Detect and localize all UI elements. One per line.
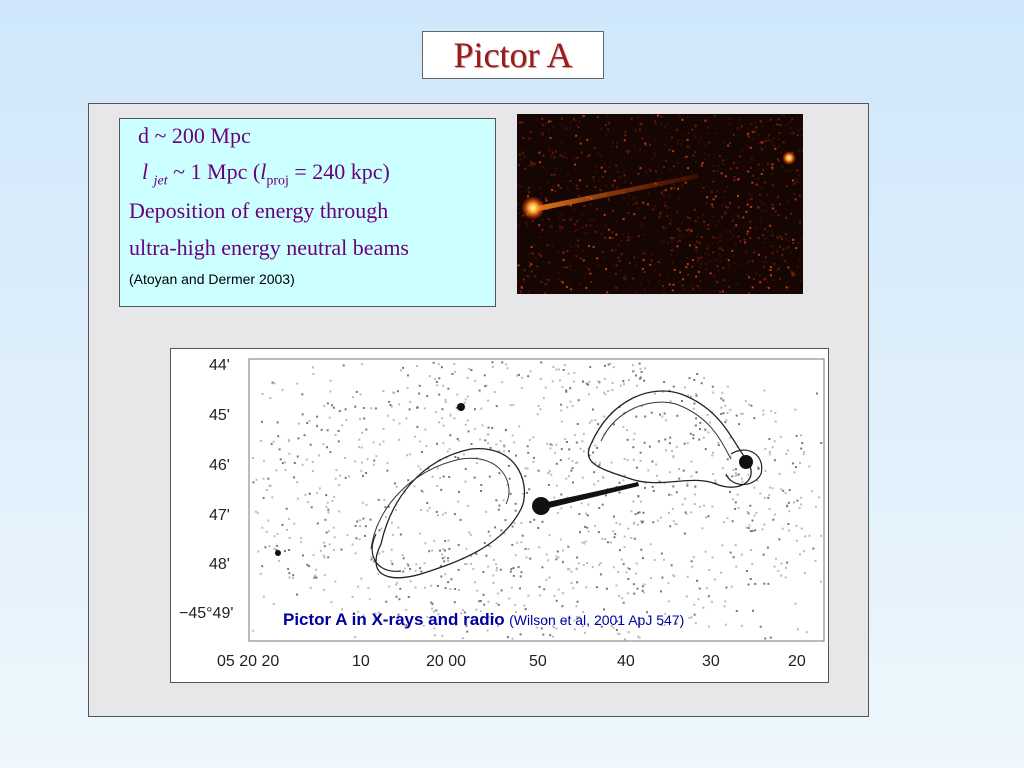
beams-line: ultra-high energy neutral beams	[129, 235, 409, 260]
jet-length-line: l jet ~ 1 Mpc (lproj = 240 kpc)	[142, 159, 390, 189]
y-tick-label: 47'	[209, 507, 230, 524]
figure-caption: Pictor A in X-rays and radio (Wilson et …	[283, 610, 684, 630]
citation: (Atoyan and Dermer 2003)	[129, 271, 295, 287]
x-tick-label: 50	[529, 653, 547, 670]
x-tick-label: 05 20 20	[217, 653, 280, 670]
jet-length-text: ~ 1 Mpc (	[167, 159, 261, 184]
x-tick-label: 30	[702, 653, 720, 670]
y-tick-label: 46'	[209, 457, 230, 474]
proj-length-text: = 240 kpc)	[288, 159, 390, 184]
y-tick-label: −45°49'	[179, 605, 234, 622]
radio-xray-figure: 44' 45' 46' 47' 48' −45°49' 05 20 20 10 …	[170, 348, 829, 683]
y-tick-label: 45'	[209, 407, 230, 424]
radio-contour-graphic	[248, 358, 825, 642]
caption-title: Pictor A in X-rays and radio	[283, 610, 505, 629]
xray-jet-graphic	[517, 114, 804, 296]
x-tick-label: 40	[617, 653, 635, 670]
y-tick-label: 44'	[209, 357, 230, 374]
caption-reference: (Wilson et al, 2001 ApJ 547)	[509, 612, 685, 628]
x-tick-label: 20 00	[426, 653, 467, 670]
y-tick-label: 48'	[209, 556, 230, 573]
slide-title: Pictor A	[422, 31, 604, 79]
jet-subscript: jet	[153, 173, 168, 189]
deposition-line: Deposition of energy through	[129, 198, 389, 223]
l-proj-symbol: l	[260, 159, 267, 184]
xray-jet-image	[517, 114, 804, 296]
l-symbol: l	[142, 159, 149, 184]
x-tick-label: 10	[352, 653, 370, 670]
info-box: d ~ 200 Mpc l jet ~ 1 Mpc (lproj = 240 k…	[119, 118, 496, 307]
distance-line: d ~ 200 Mpc	[138, 123, 251, 148]
x-tick-label: 20	[788, 653, 806, 670]
proj-subscript: proj	[266, 173, 289, 189]
